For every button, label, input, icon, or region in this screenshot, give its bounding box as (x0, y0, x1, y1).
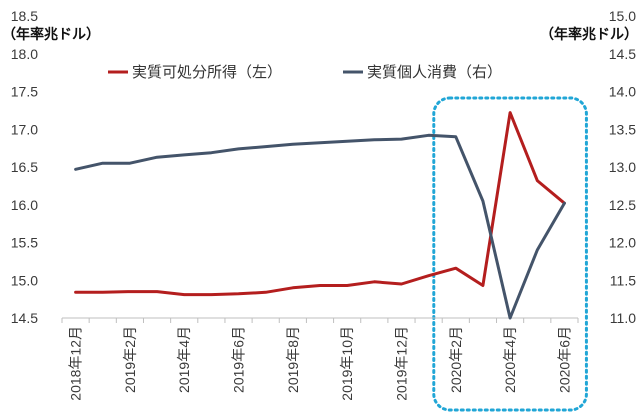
legend-label: 実質個人消費（右） (367, 63, 502, 81)
right-tick-label: 12.0 (609, 235, 636, 251)
series-lines (74, 111, 566, 320)
right-tick-label: 14.5 (609, 46, 636, 62)
left-tick-label: 15.0 (11, 272, 38, 288)
right-tick-label: 11.5 (610, 272, 636, 288)
x-tick-label: 2019年8月 (285, 326, 301, 393)
x-axis: 2018年12月 2019年2月 2019年4月 2019年6月 2019年8月 2019… (61, 317, 579, 401)
left-tick-label: 14.5 (11, 310, 38, 326)
highlight-box (432, 96, 588, 412)
right-tick-label: 15.0 (609, 8, 636, 24)
left-tick-label: 18.0 (11, 46, 38, 62)
x-tick-label: 2018年12月 (68, 326, 84, 401)
x-tick-label: 2019年6月 (231, 326, 247, 393)
x-tick-label: 2019年4月 (176, 326, 192, 393)
left-tick-label: 17.5 (11, 84, 38, 100)
right-axis-unit-label: （年率兆ドル） (540, 26, 638, 42)
left-tick-label: 17.0 (11, 121, 38, 137)
left-tick-label: 16.0 (11, 197, 38, 213)
legend: 実質可処分所得（左） 実質個人消費（右） (108, 63, 502, 81)
right-axis-ticks: 15.0 14.5 14.0 13.5 13.0 12.5 12.0 11.5 11.0 (609, 8, 636, 326)
x-tick-label: 2020年6月 (556, 326, 572, 393)
left-tick-label: 16.5 (11, 159, 38, 175)
x-tick-label: 2019年2月 (122, 326, 138, 393)
x-tick-label: 2019年10月 (339, 326, 355, 401)
legend-label: 実質可処分所得（左） (132, 63, 282, 81)
left-axis-unit-label: （年率兆ドル） (2, 26, 100, 42)
x-tick-label: 2019年12月 (393, 326, 409, 401)
left-tick-label: 18.5 (11, 8, 38, 24)
series-line-consumption (74, 133, 566, 320)
left-tick-label: 15.5 (11, 235, 38, 251)
highlight-region (432, 96, 588, 412)
left-axis-ticks: 18.5 18.0 17.5 17.0 16.5 16.0 15.5 15.0 14.5 (11, 8, 38, 326)
right-tick-label: 13.0 (609, 159, 636, 175)
right-tick-label: 11.0 (610, 310, 636, 326)
x-tick-label: 2020年2月 (448, 326, 464, 393)
right-tick-label: 14.0 (609, 84, 636, 100)
right-tick-label: 12.5 (609, 197, 636, 213)
right-tick-label: 13.5 (609, 121, 636, 137)
series-line-disposable-income (74, 111, 566, 297)
x-tick-label: 2020年4月 (502, 326, 518, 393)
